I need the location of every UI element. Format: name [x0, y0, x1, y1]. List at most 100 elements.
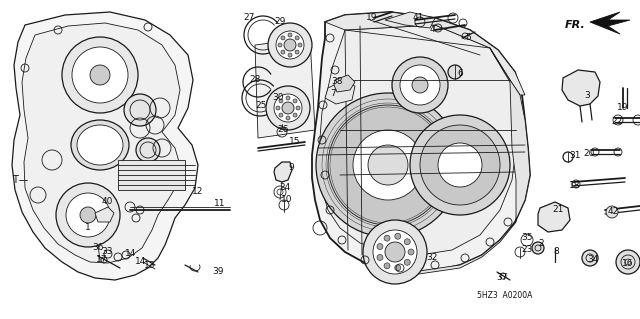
Polygon shape: [12, 12, 198, 280]
Circle shape: [72, 47, 128, 103]
Polygon shape: [538, 202, 570, 232]
Polygon shape: [274, 162, 292, 182]
Circle shape: [66, 193, 110, 237]
Text: 26: 26: [277, 125, 289, 135]
Text: 39: 39: [212, 268, 224, 277]
Text: 11: 11: [214, 198, 226, 207]
Circle shape: [295, 36, 299, 40]
Text: 15: 15: [289, 137, 301, 146]
Text: T: T: [12, 175, 18, 185]
Polygon shape: [562, 70, 600, 106]
Text: 4: 4: [429, 26, 435, 34]
Text: 16: 16: [622, 258, 634, 268]
Polygon shape: [312, 12, 530, 272]
Polygon shape: [365, 222, 516, 275]
Circle shape: [408, 249, 414, 255]
Circle shape: [62, 37, 138, 113]
Circle shape: [274, 94, 302, 122]
Polygon shape: [320, 25, 516, 255]
Polygon shape: [255, 38, 315, 138]
Circle shape: [438, 143, 482, 187]
Text: 1: 1: [85, 224, 91, 233]
Text: 31: 31: [569, 151, 580, 160]
Polygon shape: [385, 12, 435, 28]
Text: 3: 3: [584, 92, 590, 100]
Text: 32: 32: [426, 253, 438, 262]
Circle shape: [295, 50, 299, 54]
Circle shape: [384, 235, 390, 241]
Text: 21: 21: [552, 205, 564, 214]
Circle shape: [395, 233, 401, 239]
Polygon shape: [118, 160, 185, 190]
Circle shape: [279, 113, 283, 117]
Circle shape: [293, 99, 297, 103]
Text: 38: 38: [332, 77, 343, 85]
Circle shape: [395, 265, 401, 271]
Circle shape: [377, 255, 383, 261]
Circle shape: [616, 250, 640, 274]
Text: 24: 24: [280, 182, 291, 191]
Text: 28: 28: [250, 76, 260, 85]
Circle shape: [368, 145, 408, 185]
Circle shape: [377, 243, 383, 249]
Circle shape: [404, 239, 410, 245]
Circle shape: [124, 94, 156, 126]
Text: 17: 17: [96, 256, 108, 264]
Text: 8: 8: [553, 247, 559, 256]
Ellipse shape: [71, 120, 129, 170]
Circle shape: [298, 43, 302, 47]
Circle shape: [363, 220, 427, 284]
Circle shape: [90, 65, 110, 85]
Text: 37: 37: [496, 272, 508, 281]
Polygon shape: [334, 75, 355, 92]
Text: 5HZ3  A0200A: 5HZ3 A0200A: [477, 291, 532, 300]
Text: 9: 9: [288, 164, 294, 173]
Circle shape: [532, 242, 544, 254]
Text: 27: 27: [243, 13, 255, 23]
Circle shape: [384, 263, 390, 269]
Circle shape: [281, 50, 285, 54]
Text: 6: 6: [457, 69, 463, 78]
Polygon shape: [590, 12, 630, 34]
Circle shape: [293, 113, 297, 117]
Circle shape: [288, 33, 292, 37]
Circle shape: [136, 138, 160, 162]
Circle shape: [276, 106, 280, 110]
Text: 14: 14: [125, 249, 137, 258]
Text: 40: 40: [101, 197, 113, 205]
Text: FR.: FR.: [564, 20, 586, 30]
Circle shape: [286, 96, 290, 100]
Circle shape: [448, 65, 462, 79]
Circle shape: [400, 65, 440, 105]
Text: 2: 2: [538, 240, 544, 249]
Circle shape: [56, 183, 120, 247]
Circle shape: [288, 53, 292, 57]
Text: 33: 33: [101, 248, 113, 256]
Circle shape: [286, 116, 290, 120]
Circle shape: [606, 206, 618, 218]
Circle shape: [296, 106, 300, 110]
Circle shape: [276, 31, 304, 59]
Text: 20: 20: [583, 149, 595, 158]
Text: 10: 10: [281, 195, 292, 204]
Circle shape: [80, 207, 96, 223]
Circle shape: [268, 23, 312, 67]
Circle shape: [279, 99, 283, 103]
Circle shape: [385, 242, 405, 262]
Text: 7: 7: [330, 90, 336, 99]
Text: 18: 18: [569, 181, 580, 189]
Circle shape: [266, 86, 310, 130]
Circle shape: [420, 125, 500, 205]
Polygon shape: [325, 12, 525, 95]
Ellipse shape: [77, 125, 123, 165]
Circle shape: [316, 93, 460, 237]
Circle shape: [282, 102, 294, 114]
Text: 19: 19: [617, 103, 628, 113]
Text: 36: 36: [92, 242, 104, 251]
Text: 30: 30: [272, 93, 284, 102]
Circle shape: [328, 105, 448, 225]
Text: 19: 19: [366, 12, 378, 21]
Text: 35: 35: [521, 233, 532, 241]
Circle shape: [281, 36, 285, 40]
Polygon shape: [22, 23, 180, 263]
